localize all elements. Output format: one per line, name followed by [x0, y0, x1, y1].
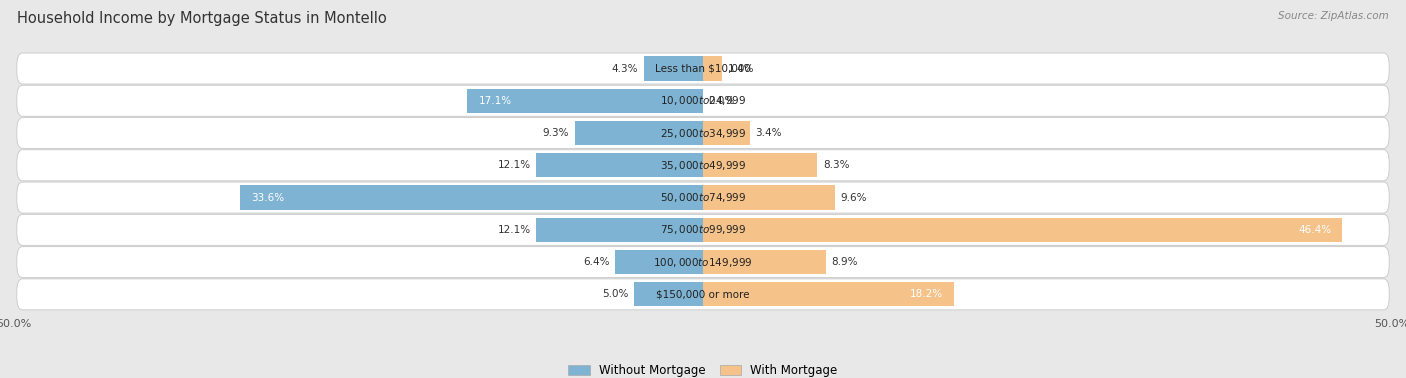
Bar	[536, 218, 703, 242]
Text: Less than $10,000: Less than $10,000	[655, 64, 751, 73]
Text: 6.4%: 6.4%	[583, 257, 609, 267]
Text: $100,000 to $149,999: $100,000 to $149,999	[654, 256, 752, 269]
Text: Source: ZipAtlas.com: Source: ZipAtlas.com	[1278, 11, 1389, 21]
FancyBboxPatch shape	[17, 182, 1389, 213]
Bar	[703, 218, 1343, 242]
Bar	[644, 56, 703, 81]
Bar	[240, 186, 703, 210]
Text: $75,000 to $99,999: $75,000 to $99,999	[659, 223, 747, 236]
Text: 12.1%: 12.1%	[498, 160, 531, 170]
Text: 4.3%: 4.3%	[612, 64, 638, 73]
Bar	[703, 121, 749, 145]
Text: 1.4%: 1.4%	[728, 64, 754, 73]
FancyBboxPatch shape	[17, 150, 1389, 181]
Bar	[703, 153, 817, 177]
Text: $10,000 to $24,999: $10,000 to $24,999	[659, 94, 747, 107]
FancyBboxPatch shape	[17, 214, 1389, 245]
Bar	[467, 89, 703, 113]
Text: 46.4%: 46.4%	[1298, 225, 1331, 235]
Bar	[575, 121, 703, 145]
Text: 18.2%: 18.2%	[910, 290, 943, 299]
Text: 0.0%: 0.0%	[709, 96, 735, 106]
FancyBboxPatch shape	[17, 246, 1389, 277]
Text: $25,000 to $34,999: $25,000 to $34,999	[659, 127, 747, 139]
FancyBboxPatch shape	[17, 85, 1389, 116]
Text: 5.0%: 5.0%	[602, 290, 628, 299]
FancyBboxPatch shape	[17, 118, 1389, 149]
Bar	[634, 282, 703, 307]
Text: Household Income by Mortgage Status in Montello: Household Income by Mortgage Status in M…	[17, 11, 387, 26]
Text: 9.6%: 9.6%	[841, 192, 868, 203]
Text: $35,000 to $49,999: $35,000 to $49,999	[659, 159, 747, 172]
FancyBboxPatch shape	[17, 53, 1389, 84]
Text: 3.4%: 3.4%	[755, 128, 782, 138]
Bar	[703, 56, 723, 81]
Text: $50,000 to $74,999: $50,000 to $74,999	[659, 191, 747, 204]
Text: 8.9%: 8.9%	[831, 257, 858, 267]
Bar	[536, 153, 703, 177]
Bar	[703, 186, 835, 210]
Text: 17.1%: 17.1%	[478, 96, 512, 106]
Text: 9.3%: 9.3%	[543, 128, 569, 138]
Text: 33.6%: 33.6%	[252, 192, 284, 203]
FancyBboxPatch shape	[17, 279, 1389, 310]
Bar	[614, 250, 703, 274]
Text: 12.1%: 12.1%	[498, 225, 531, 235]
Bar	[703, 250, 825, 274]
Text: 8.3%: 8.3%	[823, 160, 849, 170]
Text: $150,000 or more: $150,000 or more	[657, 290, 749, 299]
Legend: Without Mortgage, With Mortgage: Without Mortgage, With Mortgage	[564, 359, 842, 378]
Bar	[703, 282, 953, 307]
